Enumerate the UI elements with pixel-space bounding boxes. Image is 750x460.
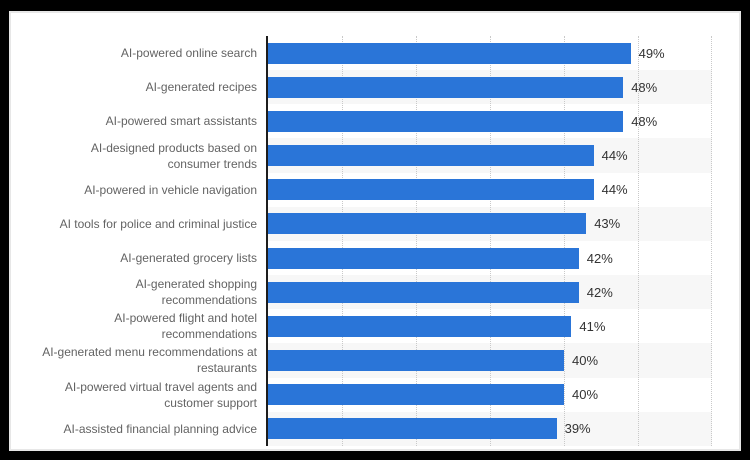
plot-cell: 42%	[268, 275, 712, 310]
bar	[268, 247, 579, 269]
category-label: AI-powered in vehicle navigation	[84, 182, 257, 197]
bar	[268, 42, 631, 64]
bar-row: AI-powered online search 49%	[11, 36, 739, 70]
plot-cell: 39%	[268, 411, 712, 446]
category-label: AI tools for police and criminal justice	[59, 216, 257, 231]
bar	[268, 213, 587, 235]
category-label: AI-assisted financial planning advice	[63, 421, 257, 436]
bar-row: AI-generated recipes 48%	[11, 70, 739, 105]
plot-cell: 44%	[268, 173, 712, 207]
category-label: AI-powered smart assistants	[105, 114, 257, 129]
value-label: 42%	[586, 250, 613, 266]
value-label: 48%	[631, 113, 658, 129]
plot-cell: 40%	[268, 343, 712, 378]
bar-row: AI-designed products based on consumer t…	[11, 138, 739, 173]
bar	[268, 349, 564, 371]
plot-cell: 49%	[268, 36, 712, 70]
plot-cell: 41%	[268, 309, 712, 343]
value-label: 44%	[601, 148, 628, 164]
bar	[268, 179, 594, 201]
bar-row: AI tools for police and criminal justice…	[11, 206, 739, 241]
bar	[268, 145, 594, 167]
bar-chart: AI-powered online search 49% AI-generate…	[11, 36, 739, 446]
value-label: 44%	[601, 182, 628, 198]
category-label: AI-generated shopping recommendations	[135, 277, 257, 308]
bar	[268, 281, 579, 303]
category-label: AI-powered flight and hotel recommendati…	[114, 311, 257, 342]
value-label: 40%	[571, 352, 599, 368]
category-label: AI-designed products based on consumer t…	[90, 140, 257, 171]
y-axis-line	[266, 36, 268, 446]
value-label: 43%	[594, 216, 621, 232]
value-label: 41%	[579, 318, 606, 334]
chart-rows: AI-powered online search 49% AI-generate…	[11, 36, 739, 446]
plot-cell: 44%	[268, 138, 712, 173]
bar	[268, 384, 564, 406]
value-label: 40%	[571, 387, 599, 403]
bar-row: AI-assisted financial planning advice 39…	[11, 411, 739, 446]
plot-cell: 42%	[268, 241, 712, 275]
bar	[268, 110, 624, 132]
value-label: 49%	[638, 45, 665, 61]
value-label: 48%	[631, 79, 658, 95]
bar-row: AI-generated grocery lists 42%	[11, 241, 739, 275]
value-label: 42%	[586, 284, 613, 300]
category-label: AI-powered virtual travel agents and cus…	[64, 379, 257, 410]
plot-cell: 43%	[268, 206, 712, 241]
bar	[268, 418, 557, 440]
bar-row: AI-powered virtual travel agents and cus…	[11, 378, 739, 412]
chart-page: AI-powered online search 49% AI-generate…	[9, 11, 741, 451]
plot-cell: 48%	[268, 70, 712, 105]
bar-row: AI-generated shopping recommendations 42…	[11, 275, 739, 310]
category-label: AI-generated recipes	[145, 80, 257, 95]
bar-row: AI-powered in vehicle navigation 44%	[11, 173, 739, 207]
bar	[268, 76, 624, 98]
bar-row: AI-generated menu recommendations at res…	[11, 343, 739, 378]
value-label: 39%	[564, 421, 591, 437]
bar-row: AI-powered smart assistants 48%	[11, 104, 739, 138]
plot-cell: 48%	[268, 104, 712, 138]
category-label: AI-powered online search	[120, 46, 257, 61]
plot-cell: 40%	[268, 378, 712, 412]
bar-row: AI-powered flight and hotel recommendati…	[11, 309, 739, 343]
bar	[268, 315, 572, 337]
category-label: AI-generated menu recommendations at res…	[42, 345, 257, 376]
category-label: AI-generated grocery lists	[120, 251, 257, 266]
